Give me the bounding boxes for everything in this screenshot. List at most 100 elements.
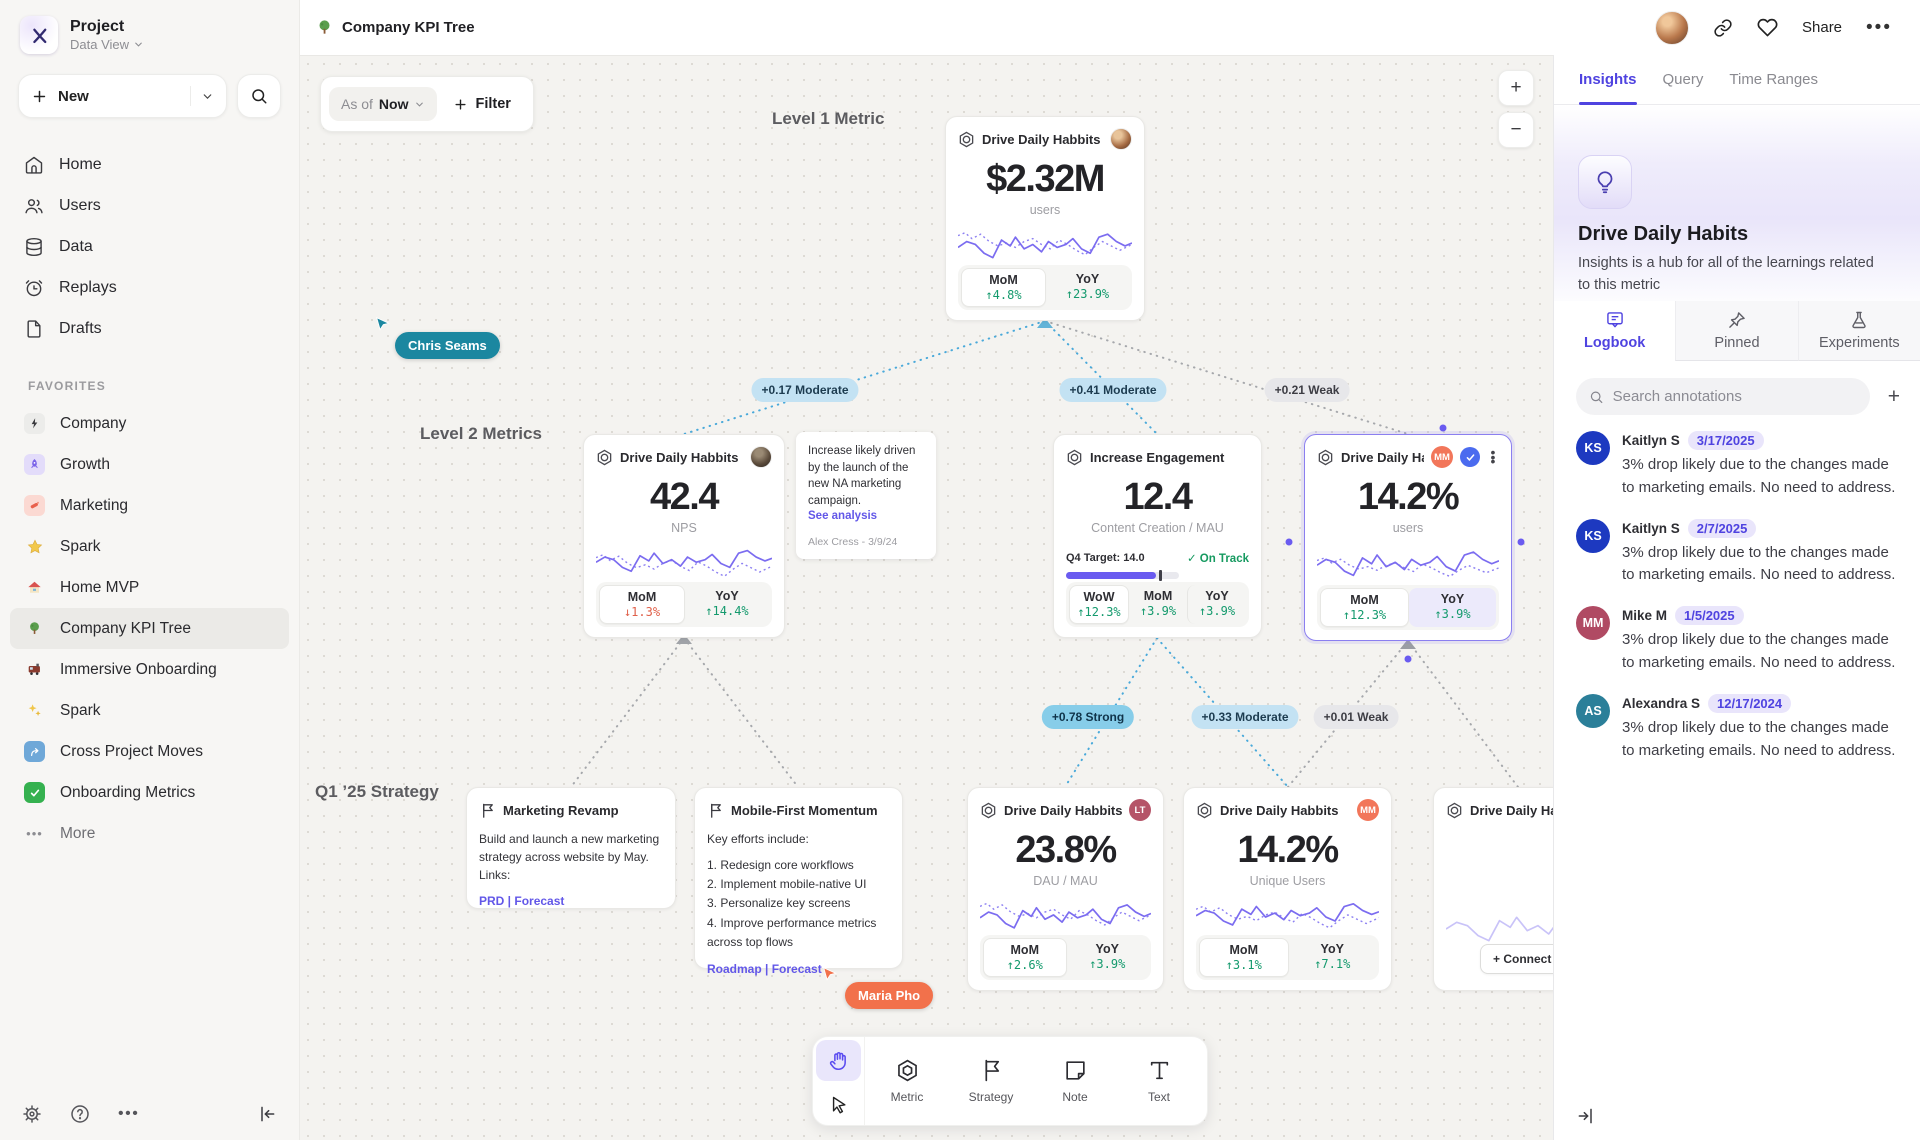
metric-card-unique-users[interactable]: Drive Daily Habbits MM 14.2% Unique User… (1183, 787, 1392, 991)
delta-mom[interactable]: MoM ↑3.1% (1199, 938, 1289, 977)
annotation-item[interactable]: MM Mike M 1/5/2025 3% drop likely due to… (1576, 606, 1904, 675)
metric-card-partial[interactable]: Drive Daily Hab + Connect (1433, 787, 1553, 991)
kpi-tree-canvas[interactable]: As of Now Filter + − Level 1 Metric Leve… (300, 55, 1553, 1140)
strategy-links[interactable]: Roadmap | Forecast (707, 961, 822, 976)
metric-tool-button[interactable]: Metric (865, 1037, 949, 1125)
search-annotations-input[interactable] (1612, 388, 1857, 405)
collapse-panel-icon[interactable] (1576, 1106, 1596, 1126)
tab-query[interactable]: Query (1662, 71, 1704, 88)
zoom-out-button[interactable]: − (1498, 112, 1534, 148)
sidebar-item-onboarding-metrics[interactable]: Onboarding Metrics (10, 772, 289, 813)
overflow-menu-icon[interactable]: ••• (1866, 16, 1892, 38)
tab-time-ranges[interactable]: Time Ranges (1729, 71, 1819, 88)
metric-card-nps[interactable]: Drive Daily Habbits 42.4 NPS MoM ↓1.3% Y… (583, 434, 785, 638)
sidebar-item-company[interactable]: Company (10, 403, 289, 444)
as-of-selector[interactable]: As of Now (329, 87, 438, 121)
sidebar-item-spark[interactable]: Spark (10, 526, 289, 567)
zoom-in-button[interactable]: + (1498, 70, 1534, 106)
chevron-down-icon[interactable] (201, 90, 214, 103)
cursor-icon (832, 1096, 846, 1113)
metric-card-level1[interactable]: Drive Daily Habbits $2.32M users MoM ↑4.… (945, 116, 1145, 321)
sidebar-item-immersive-onboarding[interactable]: Immersive Onboarding (10, 649, 289, 690)
annotation-item[interactable]: AS Alexandra S 12/17/2024 3% drop likely… (1576, 693, 1904, 763)
metric-title: Drive Daily Habbits (1220, 802, 1339, 818)
project-view-selector[interactable]: Data View (70, 37, 144, 52)
select-tool-button[interactable] (813, 1084, 864, 1125)
note-tool-button[interactable]: Note (1033, 1037, 1117, 1125)
sidebar-item-replays[interactable]: Replays (10, 267, 289, 308)
favorite-heart-icon[interactable] (1757, 17, 1778, 38)
sidebar-item-home-mvp[interactable]: Home MVP (10, 567, 289, 608)
sidebar-item-company-kpi-tree[interactable]: Company KPI Tree (10, 608, 289, 649)
annotation-author: Kaitlyn S (1622, 433, 1680, 448)
search-button[interactable] (237, 74, 281, 118)
more-options-icon[interactable]: ••• (118, 1105, 140, 1122)
sidebar-item-users[interactable]: Users (10, 185, 289, 226)
delta-mom[interactable]: MoM ↑12.3% (1320, 588, 1409, 627)
strategy-links[interactable]: PRD | Forecast (479, 894, 565, 908)
metric-deltas: MoM ↑2.6% YoY ↑3.9% (980, 935, 1151, 980)
annotation-date[interactable]: 3/17/2025 (1687, 431, 1764, 450)
share-button[interactable]: Share (1802, 19, 1843, 36)
pin-icon (1729, 312, 1745, 328)
collapse-sidebar-icon[interactable] (257, 1104, 277, 1124)
subtab-pinned[interactable]: Pinned (1675, 301, 1798, 361)
delta-mom[interactable]: MoM ↑4.8% (961, 268, 1046, 307)
add-filter-button[interactable]: Filter (449, 96, 524, 112)
delta-mom[interactable]: MoM ↑2.6% (983, 938, 1067, 977)
sidebar-item-data[interactable]: Data (10, 226, 289, 267)
delta-label: MoM (989, 273, 1018, 287)
connect-button[interactable]: + Connect (1480, 944, 1553, 974)
link-icon[interactable] (1713, 18, 1733, 38)
app-logo-icon (20, 16, 58, 54)
annotation-date[interactable]: 12/17/2024 (1708, 693, 1792, 713)
metric-card-selected[interactable]: Drive Daily Habb.. MM ••• 14.2% users Mo… (1304, 434, 1512, 641)
metric-card-engagement[interactable]: Increase Engagement 12.4 Content Creatio… (1053, 434, 1262, 638)
delta-yoy[interactable]: YoY ↑23.9% (1046, 268, 1129, 307)
sidebar-item-home[interactable]: Home (10, 144, 289, 185)
insights-hero: Drive Daily Habits Insights is a hub for… (1554, 105, 1920, 301)
delta-mom[interactable]: MoM ↓1.3% (599, 585, 685, 624)
project-switcher[interactable]: Project Data View (0, 0, 299, 54)
on-track-status: ✓ On Track (1186, 553, 1249, 565)
sidebar-item-drafts[interactable]: Drafts (10, 308, 289, 349)
subtab-logbook[interactable]: Logbook (1554, 301, 1676, 361)
annotation-note[interactable]: Increase likely driven by the launch of … (796, 432, 936, 559)
annotation-text: 3% drop likely due to the changes made t… (1622, 718, 1896, 759)
pan-tool-button[interactable] (816, 1040, 861, 1081)
delta-yoy[interactable]: YoY ↑7.1% (1289, 938, 1377, 977)
card-menu-icon[interactable]: • • • (1490, 443, 1496, 470)
user-avatar[interactable] (1655, 10, 1689, 45)
annotation-item[interactable]: KS Kaitlyn S 3/17/2025 3% drop likely du… (1576, 431, 1904, 500)
delta-yoy[interactable]: YoY ↑3.9% (1067, 938, 1149, 977)
add-annotation-button[interactable]: + (1887, 384, 1900, 408)
metric-card-dau[interactable]: Drive Daily Habbits LT 23.8% DAU / MAU M… (967, 787, 1164, 991)
annotation-search[interactable] (1576, 378, 1870, 415)
annotation-date[interactable]: 2/7/2025 (1687, 518, 1757, 538)
sidebar-item-spark-2[interactable]: Spark (10, 690, 289, 731)
sidebar-item-growth[interactable]: Growth (10, 444, 289, 485)
gear-icon[interactable] (22, 1104, 42, 1124)
text-tool-button[interactable]: Text (1117, 1037, 1201, 1125)
annotation-date[interactable]: 1/5/2025 (1675, 606, 1744, 626)
sidebar-item-marketing[interactable]: Marketing (10, 485, 289, 526)
sidebar-item-cross-project-moves[interactable]: Cross Project Moves (10, 731, 289, 772)
delta-yoy[interactable]: YoY ↑14.4% (685, 585, 769, 624)
see-analysis-link[interactable]: See analysis (808, 509, 878, 522)
delta-label: MoM (1010, 943, 1039, 957)
delta-yoy[interactable]: YoY ↑3.9% (1187, 585, 1246, 624)
strategy-tool-button[interactable]: Strategy (949, 1037, 1033, 1125)
strategy-card-mobile[interactable]: Mobile-First Momentum Key efforts includ… (694, 787, 903, 976)
sidebar-item-more[interactable]: ••• More (10, 813, 289, 854)
delta-wow[interactable]: WoW ↑12.3% (1069, 585, 1129, 624)
new-button[interactable]: New (18, 74, 227, 118)
tab-insights[interactable]: Insights (1579, 55, 1637, 105)
annotation-item[interactable]: KS Kaitlyn S 2/7/2025 3% drop likely due… (1576, 518, 1904, 588)
help-icon[interactable] (70, 1104, 90, 1124)
strategy-card-marketing[interactable]: Marketing Revamp Build and launch a new … (466, 787, 676, 909)
delta-mom[interactable]: MoM ↑3.9% (1129, 585, 1187, 624)
star-icon (24, 536, 45, 557)
subtab-experiments[interactable]: Experiments (1797, 301, 1920, 361)
canvas-toolbar: Metric Strategy Note Text (812, 1036, 1208, 1126)
delta-yoy[interactable]: YoY ↑3.9% (1409, 588, 1496, 627)
